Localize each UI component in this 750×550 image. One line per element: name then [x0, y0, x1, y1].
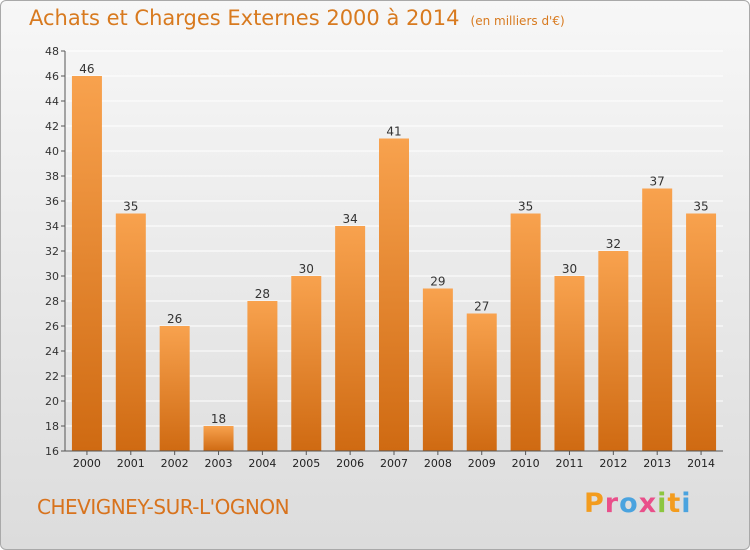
x-tick-label: 2011 [555, 457, 583, 470]
y-tick-label: 44 [45, 95, 59, 108]
x-tick-label: 2006 [336, 457, 364, 470]
y-tick-label: 18 [45, 420, 59, 433]
x-tick-label: 2009 [468, 457, 496, 470]
y-tick-label: 38 [45, 170, 59, 183]
bar-value-label: 28 [255, 287, 270, 301]
bar-2006 [335, 226, 366, 451]
bar-2002 [159, 326, 190, 451]
y-tick-label: 26 [45, 320, 59, 333]
bar-2014 [686, 213, 717, 451]
brand-letter: o [619, 488, 639, 519]
y-tick-label: 36 [45, 195, 59, 208]
bar-value-label: 35 [123, 200, 138, 214]
y-tick-label: 22 [45, 370, 59, 383]
bar-2011 [554, 276, 585, 451]
x-tick-label: 2014 [687, 457, 715, 470]
proxiti-logo[interactable]: Proxiti [584, 488, 692, 519]
bar-value-label: 34 [342, 212, 357, 226]
bar-value-label: 46 [79, 62, 94, 76]
bar-2012 [598, 251, 629, 451]
chart-title: Achats et Charges Externes 2000 à 2014 (… [29, 6, 565, 30]
commune-name: CHEVIGNEY-SUR-L'OGNON [37, 495, 290, 519]
bar-value-label: 30 [562, 262, 577, 276]
x-tick-label: 2002 [161, 457, 189, 470]
brand-letter: i [657, 488, 668, 519]
bar-value-label: 35 [693, 200, 708, 214]
y-tick-label: 30 [45, 270, 59, 283]
bar-2007 [379, 138, 409, 451]
bar-value-label: 37 [650, 175, 665, 189]
bar-2008 [422, 288, 453, 451]
bar-value-label: 30 [299, 262, 314, 276]
y-tick-label: 48 [45, 45, 59, 58]
chart-unit-subtitle: (en milliers d'€) [470, 14, 565, 28]
chart-title-text: Achats et Charges Externes 2000 à 2014 [29, 6, 460, 30]
x-tick-label: 2003 [205, 457, 233, 470]
bar-value-label: 41 [386, 125, 401, 139]
y-tick-label: 46 [45, 70, 59, 83]
brand-letter: P [584, 488, 605, 519]
y-tick-label: 16 [45, 445, 59, 458]
brand-letter: t [667, 488, 682, 519]
brand-letter: r [604, 488, 620, 519]
bar-value-label: 32 [606, 237, 621, 251]
y-tick-label: 24 [45, 345, 59, 358]
brand-letter: i [681, 488, 692, 519]
bar-2013 [642, 188, 673, 451]
bar-2000 [71, 76, 102, 451]
bar-value-label: 35 [518, 200, 533, 214]
bar-value-label: 18 [211, 412, 226, 426]
bar-value-label: 27 [474, 300, 489, 314]
bar-2003 [203, 426, 234, 451]
x-tick-label: 2008 [424, 457, 452, 470]
bar-2004 [247, 301, 278, 451]
x-tick-label: 2001 [117, 457, 145, 470]
y-tick-label: 34 [45, 220, 59, 233]
bar-2001 [115, 213, 146, 451]
x-tick-label: 2004 [248, 457, 276, 470]
y-tick-label: 28 [45, 295, 59, 308]
y-tick-label: 42 [45, 120, 59, 133]
y-tick-label: 20 [45, 395, 59, 408]
x-tick-label: 2005 [292, 457, 320, 470]
bar-2009 [466, 313, 497, 451]
y-tick-label: 32 [45, 245, 59, 258]
y-tick-label: 40 [45, 145, 59, 158]
bar-2010 [510, 213, 541, 451]
bar-value-label: 26 [167, 312, 182, 326]
brand-letter: x [638, 488, 658, 519]
bar-value-label: 29 [430, 275, 445, 289]
x-tick-label: 2007 [380, 457, 408, 470]
x-tick-label: 2012 [599, 457, 627, 470]
bar-2005 [291, 276, 322, 451]
x-tick-label: 2010 [512, 457, 540, 470]
x-tick-label: 2013 [643, 457, 671, 470]
x-tick-label: 2000 [73, 457, 101, 470]
